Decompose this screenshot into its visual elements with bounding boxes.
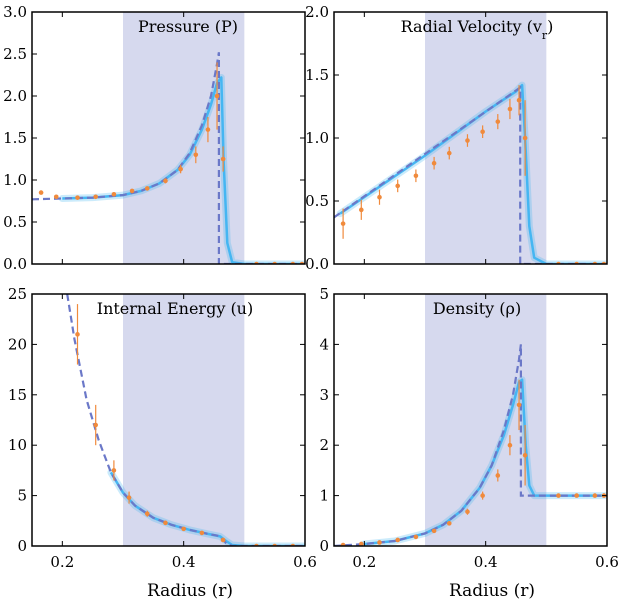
internal-energy-x-tick-label: 0.6 — [293, 553, 317, 571]
density-x-tick-label: 0.6 — [595, 553, 619, 571]
internal-energy-sample-point — [93, 422, 98, 428]
pressure-sample-point — [144, 186, 150, 191]
radial-velocity-y-tick-label: 2.0 — [305, 3, 329, 21]
pressure-sample-point — [111, 191, 117, 197]
radial-velocity-analytic-line — [334, 85, 607, 264]
internal-energy-y-tick-label: 20 — [8, 335, 27, 353]
pressure-sample-point — [129, 188, 135, 194]
density-y-tick-label: 1 — [319, 487, 329, 505]
internal-energy-frame — [31, 293, 306, 547]
internal-energy-y-tick-label: 25 — [8, 285, 27, 303]
pressure-analytic-line — [32, 52, 305, 264]
density-sample-point — [431, 528, 437, 534]
pressure-sample-point — [205, 127, 211, 132]
density-sample-point — [522, 452, 528, 458]
density-sample-point — [377, 540, 382, 545]
density-x-tick-label: 0.4 — [474, 553, 498, 571]
x-axis-label-right: Radius (r) — [449, 581, 535, 601]
radial-velocity-sample-point — [446, 150, 452, 156]
radial-velocity-sample-point — [465, 138, 470, 143]
density-sample-point — [359, 541, 364, 546]
internal-energy-sample-point — [163, 520, 168, 526]
radial-velocity-sample-point — [516, 97, 522, 103]
density-shaded-region — [425, 294, 547, 546]
internal-energy-sample-point — [144, 511, 150, 517]
radial-velocity-y-tick-label: 0.5 — [305, 192, 329, 210]
internal-energy-shaded-region — [123, 294, 245, 546]
radial-velocity-sample-point — [359, 207, 364, 213]
radial-velocity-sample-point — [495, 119, 501, 124]
density-sample-point — [574, 493, 579, 498]
density-y-tick-label: 4 — [319, 335, 329, 353]
internal-energy-y-tick-label: 5 — [17, 487, 27, 505]
density-sample-point — [413, 534, 419, 540]
density-sample-point — [446, 521, 452, 526]
pressure-sample-point — [38, 190, 44, 195]
density-sample-point — [507, 442, 513, 448]
density-panel: 0 1 2 3 4 5 0.2 0.4 0.6 Density (ρ) — [319, 285, 618, 571]
radial-velocity-sample-point — [377, 194, 382, 200]
internal-energy-sample-point — [220, 537, 226, 543]
pressure-y-tick-label: 0.5 — [3, 213, 27, 231]
density-y-tick-label: 5 — [319, 285, 329, 303]
internal-energy-sample-point — [75, 332, 80, 337]
radial-velocity-sample-point — [480, 129, 485, 134]
radial-velocity-sample-point — [340, 221, 346, 226]
radial-velocity-y-tick-label: 1.0 — [305, 129, 329, 147]
pressure-sample-point — [75, 195, 80, 200]
density-sample-point — [480, 493, 485, 498]
pressure-y-tick-label: 3.0 — [3, 3, 27, 21]
internal-energy-y-tick-label: 0 — [17, 537, 27, 555]
density-sample-point — [495, 473, 501, 478]
radial-velocity-sample-point — [507, 106, 513, 112]
pressure-sample-point — [214, 93, 220, 99]
radial-velocity-y-tick-label: 0.0 — [305, 255, 329, 273]
internal-energy-sample-point — [199, 530, 205, 536]
pressure-y-tick-label: 2.0 — [3, 87, 27, 105]
density-sample-point — [556, 493, 561, 498]
pressure-y-tick-label: 0.0 — [3, 255, 27, 273]
density-frame — [333, 293, 608, 547]
density-title: Density (ρ) — [433, 299, 521, 318]
density-sample-point — [395, 537, 401, 543]
density-y-tick-label: 3 — [319, 386, 329, 404]
radial-velocity-sample-point — [522, 135, 528, 141]
pressure-y-tick-label: 1.0 — [3, 171, 27, 189]
pressure-sample-point — [193, 152, 199, 158]
pressure-title: Pressure (P) — [138, 17, 238, 36]
density-y-tick-label: 0 — [319, 537, 329, 555]
internal-energy-sample-point — [181, 526, 186, 532]
internal-energy-x-tick-label: 0.4 — [172, 553, 196, 571]
x-axis-label-left: Radius (r) — [147, 581, 233, 601]
radial-velocity-sample-point — [431, 160, 437, 166]
pressure-y-tick-label: 2.5 — [3, 45, 27, 63]
internal-energy-panel: 0 5 10 15 20 25 0.2 0.4 0.6 Internal Energy (u) — [8, 285, 317, 571]
internal-energy-sample-point — [126, 495, 132, 500]
density-x-tick-label: 0.2 — [352, 553, 376, 571]
density-y-tick-label: 2 — [319, 436, 329, 454]
pressure-y-tick-label: 1.5 — [3, 129, 27, 147]
internal-energy-y-tick-label: 10 — [8, 436, 27, 454]
internal-energy-y-tick-label: 15 — [8, 386, 27, 404]
radial-velocity-sample-point — [395, 183, 401, 189]
pressure-sample-point — [163, 178, 168, 184]
pressure-sample-point — [178, 166, 183, 172]
pressure-sample-point — [53, 194, 59, 200]
pressure-panel: 0.0 0.5 1.0 1.5 2.0 2.5 3.0 Pressure (P) — [3, 3, 306, 273]
internal-energy-x-tick-label: 0.2 — [50, 553, 74, 571]
pressure-sample-point — [93, 194, 98, 200]
internal-energy-title: Internal Energy (u) — [97, 299, 253, 318]
density-sample-point — [516, 402, 522, 408]
internal-energy-sample-point — [111, 468, 117, 473]
density-sample-point — [340, 542, 346, 546]
density-sample-point — [465, 509, 470, 515]
radial-velocity-y-tick-label: 1.5 — [305, 66, 329, 84]
pressure-sample-point — [220, 156, 226, 162]
density-sample-point — [592, 493, 598, 498]
radial-velocity-sample-point — [413, 173, 419, 179]
